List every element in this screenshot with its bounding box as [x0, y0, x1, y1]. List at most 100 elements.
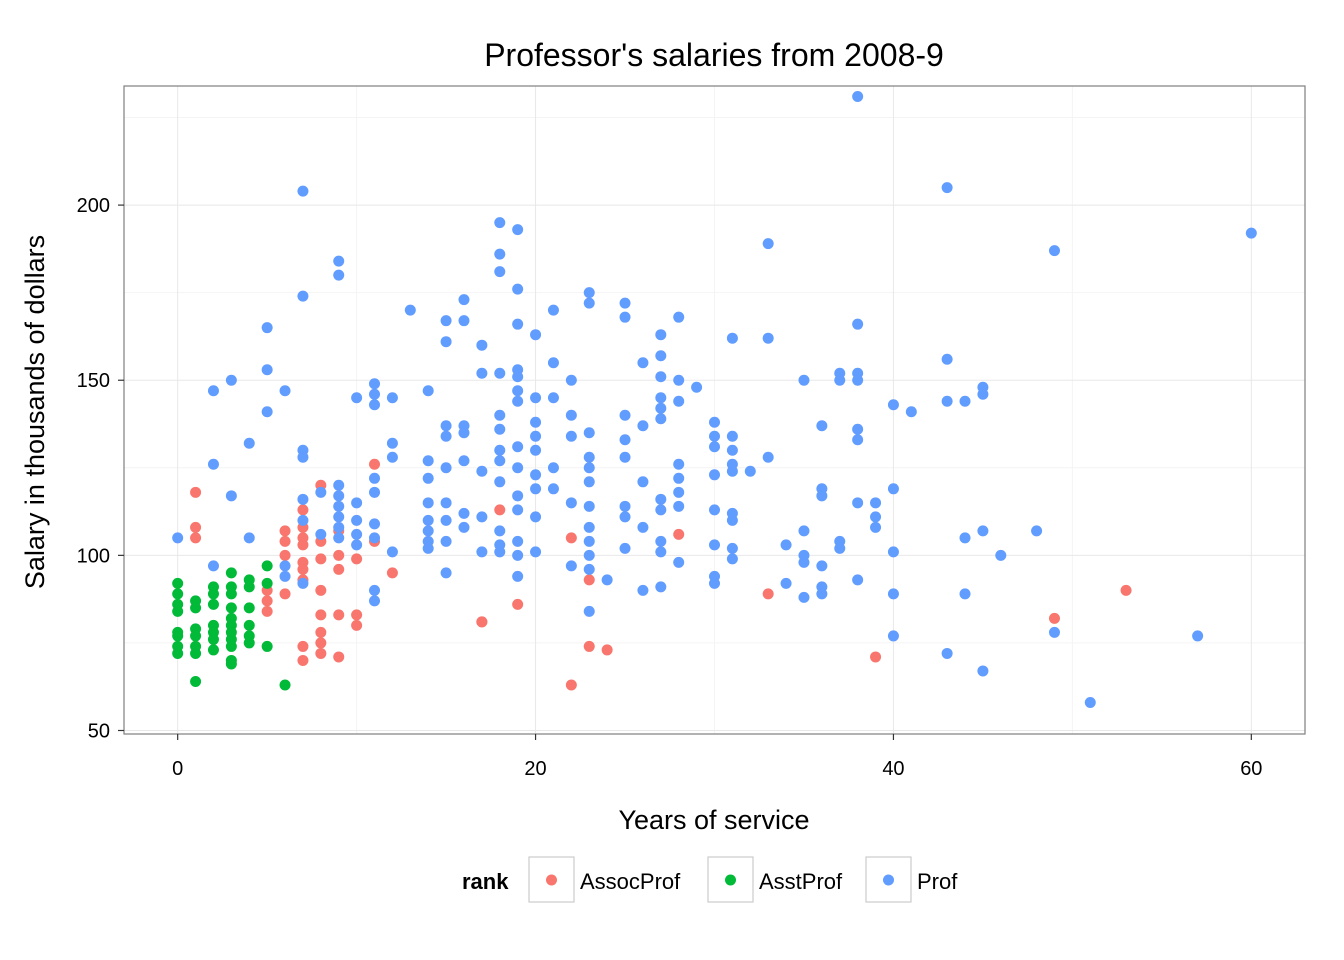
- point-prof: [655, 504, 667, 516]
- point-prof: [655, 402, 667, 414]
- point-prof: [404, 304, 416, 316]
- point-prof: [225, 490, 237, 502]
- plot-border: [123, 85, 1306, 735]
- point-asstprof: [261, 577, 273, 589]
- point-assocprof: [190, 532, 202, 544]
- point-prof: [422, 455, 434, 467]
- point-prof: [583, 549, 595, 561]
- y-tick-label: 100: [77, 545, 110, 567]
- legend-swatch-asstprof: [725, 874, 736, 886]
- point-prof: [565, 497, 577, 509]
- point-prof: [261, 322, 273, 334]
- point-prof: [852, 497, 864, 509]
- point-asstprof: [243, 619, 255, 631]
- point-assocprof: [261, 595, 273, 607]
- point-prof: [1031, 525, 1043, 537]
- point-prof: [422, 472, 434, 484]
- point-prof: [905, 406, 917, 418]
- point-assocprof: [315, 553, 327, 565]
- point-prof: [977, 665, 989, 677]
- point-prof: [458, 521, 470, 533]
- point-assocprof: [333, 563, 345, 575]
- point-prof: [798, 374, 810, 386]
- point-prof: [565, 409, 577, 421]
- point-prof: [369, 518, 381, 530]
- point-prof: [870, 511, 882, 523]
- point-asstprof: [207, 644, 219, 656]
- x-tick-label: 60: [1240, 758, 1262, 780]
- point-prof: [476, 546, 488, 558]
- point-prof: [440, 567, 452, 579]
- point-assocprof: [1120, 584, 1132, 596]
- point-prof: [583, 476, 595, 488]
- point-prof: [673, 374, 685, 386]
- point-assocprof: [762, 588, 774, 600]
- point-prof: [726, 465, 738, 477]
- point-prof: [798, 556, 810, 568]
- point-assocprof: [279, 588, 291, 600]
- point-prof: [458, 455, 470, 467]
- x-tick-label: 0: [172, 758, 183, 780]
- point-prof: [726, 332, 738, 344]
- point-prof: [619, 451, 631, 463]
- point-assocprof: [279, 549, 291, 561]
- point-prof: [422, 497, 434, 509]
- point-prof: [887, 483, 899, 495]
- point-asstprof: [225, 658, 237, 670]
- point-prof: [494, 217, 506, 229]
- point-assocprof: [333, 651, 345, 663]
- point-prof: [530, 329, 542, 341]
- legend-label-prof: Prof: [917, 869, 958, 894]
- point-prof: [673, 311, 685, 323]
- point-prof: [583, 462, 595, 474]
- point-prof: [530, 444, 542, 456]
- point-prof: [512, 570, 524, 582]
- point-assocprof: [190, 521, 202, 533]
- point-prof: [207, 560, 219, 572]
- point-assocprof: [315, 647, 327, 659]
- point-prof: [512, 535, 524, 547]
- point-assocprof: [565, 532, 577, 544]
- point-prof: [798, 525, 810, 537]
- point-prof: [852, 574, 864, 586]
- point-prof: [655, 413, 667, 425]
- point-prof: [333, 500, 345, 512]
- point-asstprof: [190, 602, 202, 614]
- point-prof: [530, 430, 542, 442]
- point-prof: [279, 570, 291, 582]
- point-prof: [852, 374, 864, 386]
- point-prof: [887, 546, 899, 558]
- point-prof: [333, 521, 345, 533]
- point-prof: [333, 255, 345, 267]
- point-prof: [494, 444, 506, 456]
- point-assocprof: [351, 619, 363, 631]
- y-axis-title: Salary in thousands of dollars: [20, 235, 50, 589]
- y-tick-label: 50: [88, 720, 110, 742]
- point-assocprof: [601, 644, 613, 656]
- point-prof: [655, 493, 667, 505]
- point-prof: [673, 556, 685, 568]
- point-prof: [494, 409, 506, 421]
- point-assocprof: [315, 609, 327, 621]
- point-prof: [512, 224, 524, 236]
- point-prof: [512, 549, 524, 561]
- point-prof: [458, 427, 470, 439]
- point-prof: [351, 528, 363, 540]
- point-prof: [870, 521, 882, 533]
- point-prof: [547, 392, 559, 404]
- point-prof: [494, 455, 506, 467]
- point-prof: [333, 511, 345, 523]
- point-prof: [583, 427, 595, 439]
- point-prof: [619, 434, 631, 446]
- point-prof: [369, 595, 381, 607]
- point-prof: [870, 497, 882, 509]
- point-prof: [530, 511, 542, 523]
- point-prof: [655, 581, 667, 593]
- point-prof: [583, 500, 595, 512]
- y-tick-label: 200: [77, 195, 110, 217]
- point-prof: [512, 371, 524, 383]
- point-prof: [440, 462, 452, 474]
- point-prof: [512, 504, 524, 516]
- point-prof: [887, 630, 899, 642]
- point-prof: [780, 539, 792, 551]
